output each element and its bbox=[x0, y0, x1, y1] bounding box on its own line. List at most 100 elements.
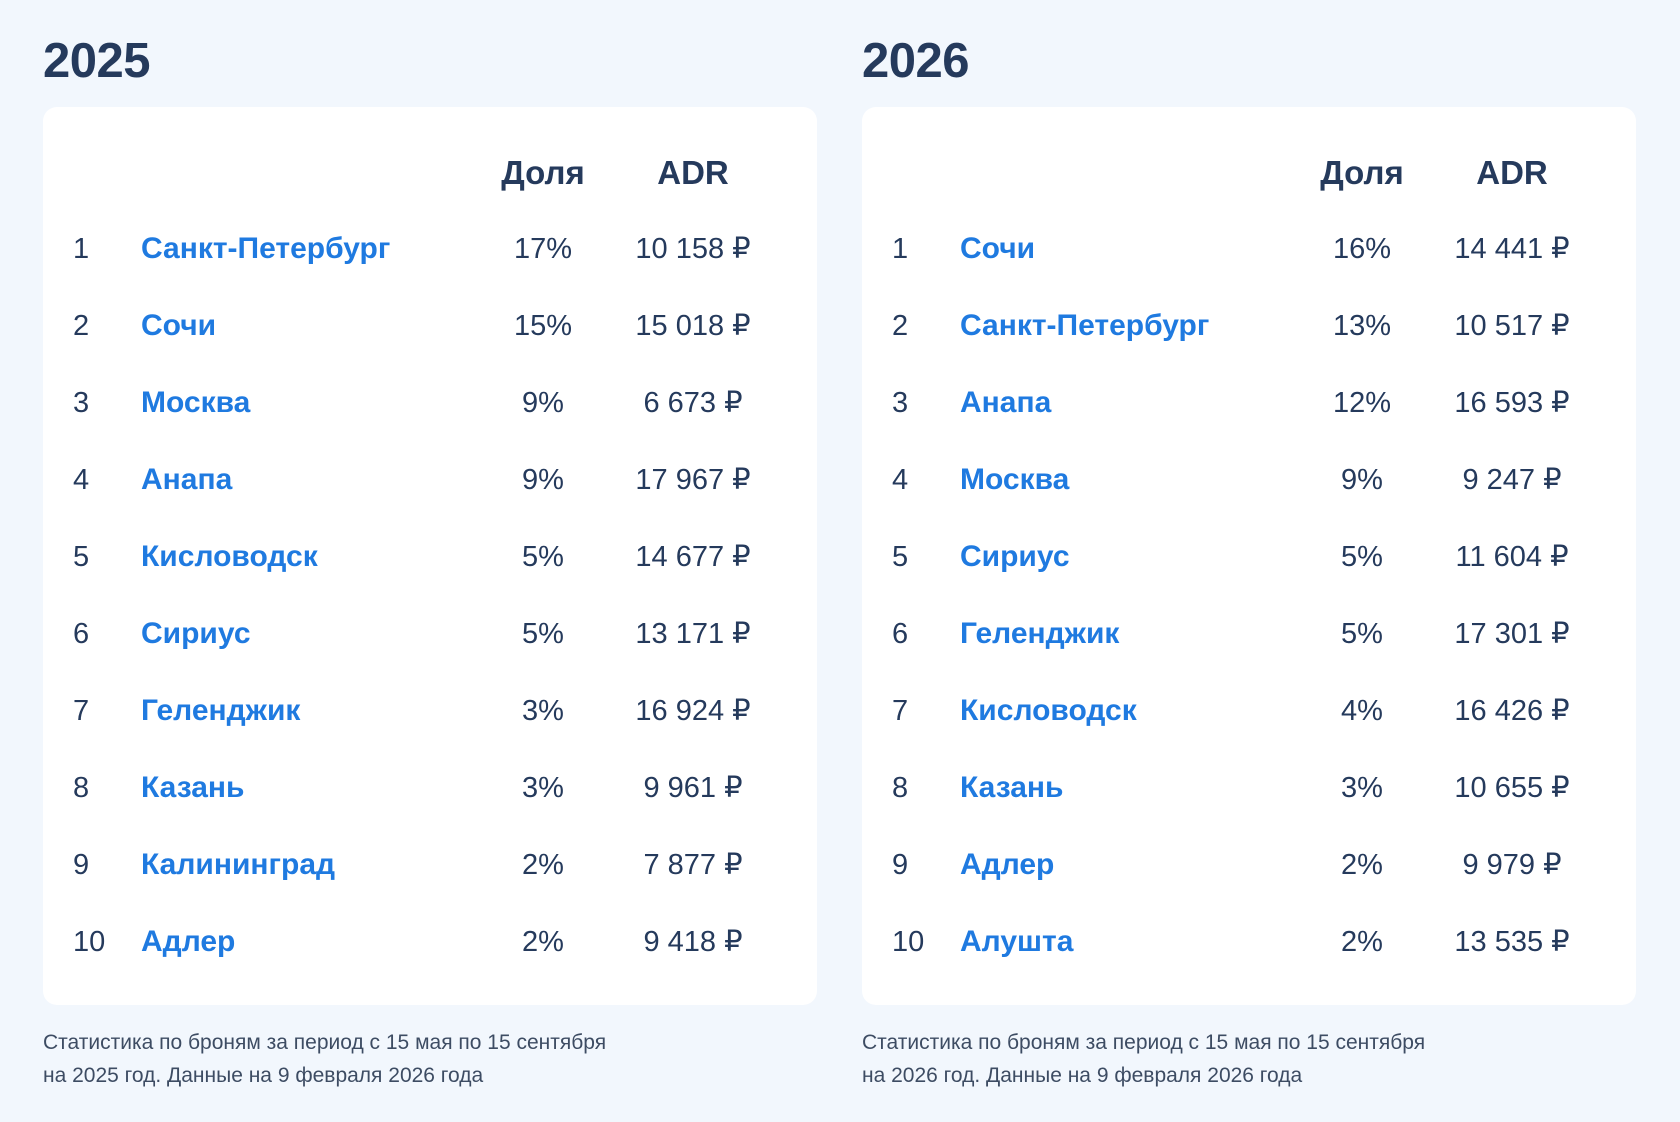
table-header: Доля ADR bbox=[43, 153, 817, 193]
city-link[interactable]: Геленджик bbox=[960, 617, 1120, 650]
city-link[interactable]: Адлер bbox=[141, 925, 236, 958]
table-row: 10 Алушта 2% 13 535 ₽ bbox=[862, 922, 1636, 962]
city-link[interactable]: Москва bbox=[960, 463, 1070, 496]
rank: 2 bbox=[73, 310, 90, 342]
city-link[interactable]: Кисловодск bbox=[141, 540, 318, 573]
city-link[interactable]: Калининград bbox=[141, 848, 336, 881]
share-value: 3% bbox=[1341, 772, 1383, 804]
share-value: 5% bbox=[522, 541, 564, 573]
adr-value: 17 967 ₽ bbox=[635, 464, 751, 496]
share-value: 13% bbox=[1332, 310, 1392, 342]
adr-value: 13 535 ₽ bbox=[1454, 926, 1570, 958]
share-value: 9% bbox=[522, 464, 564, 496]
footnote-line-1: Статистика по броням за период с 15 мая … bbox=[43, 1031, 607, 1054]
rank: 6 bbox=[892, 618, 909, 650]
table-row: 4 Москва 9% 9 247 ₽ bbox=[862, 460, 1636, 500]
city-link[interactable]: Москва bbox=[141, 386, 251, 419]
share-value: 4% bbox=[1341, 695, 1383, 727]
share-value: 9% bbox=[522, 387, 564, 419]
adr-value: 16 593 ₽ bbox=[1454, 387, 1570, 419]
adr-value: 6 673 ₽ bbox=[643, 387, 743, 419]
share-value: 15% bbox=[513, 310, 573, 342]
adr-value: 10 517 ₽ bbox=[1454, 310, 1570, 342]
adr-value: 9 961 ₽ bbox=[643, 772, 743, 804]
share-value: 2% bbox=[1341, 849, 1383, 881]
footnote-line-2: на 2026 год. Данные на 9 февраля 2026 го… bbox=[862, 1064, 1303, 1087]
panel-2026: 2026 Доля ADR 1 Сочи 16% 14 441 ₽ 2 Санк… bbox=[862, 0, 1636, 1122]
rank: 9 bbox=[892, 849, 909, 881]
ranking-table: Доля ADR 1 Санкт-Петербург 17% 10 158 ₽ … bbox=[43, 107, 817, 1005]
table-row: 4 Анапа 9% 17 967 ₽ bbox=[43, 460, 817, 500]
year-title: 2025 bbox=[43, 34, 151, 88]
city-link[interactable]: Сириус bbox=[960, 540, 1070, 573]
city-link[interactable]: Санкт-Петербург bbox=[141, 232, 391, 265]
rank: 8 bbox=[73, 772, 90, 804]
city-link[interactable]: Сочи bbox=[960, 232, 1036, 265]
table-row: 8 Казань 3% 9 961 ₽ bbox=[43, 768, 817, 808]
rank: 2 bbox=[892, 310, 909, 342]
header-adr: ADR bbox=[657, 154, 729, 191]
rank: 7 bbox=[73, 695, 90, 727]
share-value: 3% bbox=[522, 772, 564, 804]
city-link[interactable]: Сочи bbox=[141, 309, 217, 342]
city-link[interactable]: Геленджик bbox=[141, 694, 301, 727]
table-row: 2 Сочи 15% 15 018 ₽ bbox=[43, 306, 817, 346]
year-title: 2026 bbox=[862, 34, 970, 88]
table-row: 1 Санкт-Петербург 17% 10 158 ₽ bbox=[43, 229, 817, 269]
adr-value: 16 924 ₽ bbox=[635, 695, 751, 727]
table-row: 2 Санкт-Петербург 13% 10 517 ₽ bbox=[862, 306, 1636, 346]
rank: 7 bbox=[892, 695, 909, 727]
header-share: Доля bbox=[1320, 154, 1404, 191]
city-link[interactable]: Кисловодск bbox=[960, 694, 1137, 727]
city-link[interactable]: Анапа bbox=[960, 386, 1052, 419]
panel-2025: 2025 Доля ADR 1 Санкт-Петербург 17% 10 1… bbox=[43, 0, 817, 1122]
share-value: 5% bbox=[1341, 618, 1383, 650]
rank: 4 bbox=[73, 464, 90, 496]
table-row: 7 Кисловодск 4% 16 426 ₽ bbox=[862, 691, 1636, 731]
adr-value: 13 171 ₽ bbox=[635, 618, 751, 650]
table-header: Доля ADR bbox=[862, 153, 1636, 193]
city-link[interactable]: Сириус bbox=[141, 617, 251, 650]
adr-value: 11 604 ₽ bbox=[1455, 541, 1569, 573]
rank: 9 bbox=[73, 849, 90, 881]
header-adr: ADR bbox=[1476, 154, 1548, 191]
share-value: 2% bbox=[522, 849, 564, 881]
city-link[interactable]: Казань bbox=[960, 771, 1064, 804]
adr-value: 17 301 ₽ bbox=[1454, 618, 1570, 650]
footnote: Статистика по броням за период с 15 мая … bbox=[43, 1026, 817, 1092]
rank: 5 bbox=[892, 541, 909, 573]
rank: 5 bbox=[73, 541, 90, 573]
rank: 3 bbox=[73, 387, 90, 419]
header-share: Доля bbox=[501, 154, 585, 191]
table-row: 6 Сириус 5% 13 171 ₽ bbox=[43, 614, 817, 654]
adr-value: 9 979 ₽ bbox=[1462, 849, 1562, 881]
rank: 3 bbox=[892, 387, 909, 419]
city-link[interactable]: Адлер bbox=[960, 848, 1055, 881]
table-row: 7 Геленджик 3% 16 924 ₽ bbox=[43, 691, 817, 731]
table-row: 6 Геленджик 5% 17 301 ₽ bbox=[862, 614, 1636, 654]
footnote: Статистика по броням за период с 15 мая … bbox=[862, 1026, 1636, 1092]
adr-value: 10 158 ₽ bbox=[635, 233, 751, 265]
share-value: 2% bbox=[522, 926, 564, 958]
ranking-table: Доля ADR 1 Сочи 16% 14 441 ₽ 2 Санкт-Пет… bbox=[862, 107, 1636, 1005]
city-link[interactable]: Анапа bbox=[141, 463, 233, 496]
adr-value: 10 655 ₽ bbox=[1454, 772, 1570, 804]
share-value: 17% bbox=[513, 233, 573, 265]
adr-value: 15 018 ₽ bbox=[635, 310, 751, 342]
rank: 10 bbox=[892, 926, 925, 958]
table-row: 3 Москва 9% 6 673 ₽ bbox=[43, 383, 817, 423]
city-link[interactable]: Алушта bbox=[960, 925, 1074, 958]
share-value: 5% bbox=[1341, 541, 1383, 573]
table-row: 1 Сочи 16% 14 441 ₽ bbox=[862, 229, 1636, 269]
table-row: 9 Калининград 2% 7 877 ₽ bbox=[43, 845, 817, 885]
city-link[interactable]: Санкт-Петербург bbox=[960, 309, 1210, 342]
table-row: 5 Кисловодск 5% 14 677 ₽ bbox=[43, 537, 817, 577]
city-link[interactable]: Казань bbox=[141, 771, 245, 804]
table-row: 9 Адлер 2% 9 979 ₽ bbox=[862, 845, 1636, 885]
rank: 8 bbox=[892, 772, 909, 804]
table-row: 5 Сириус 5% 11 604 ₽ bbox=[862, 537, 1636, 577]
adr-value: 9 247 ₽ bbox=[1462, 464, 1562, 496]
adr-value: 9 418 ₽ bbox=[643, 926, 743, 958]
share-value: 5% bbox=[522, 618, 564, 650]
table-row: 8 Казань 3% 10 655 ₽ bbox=[862, 768, 1636, 808]
